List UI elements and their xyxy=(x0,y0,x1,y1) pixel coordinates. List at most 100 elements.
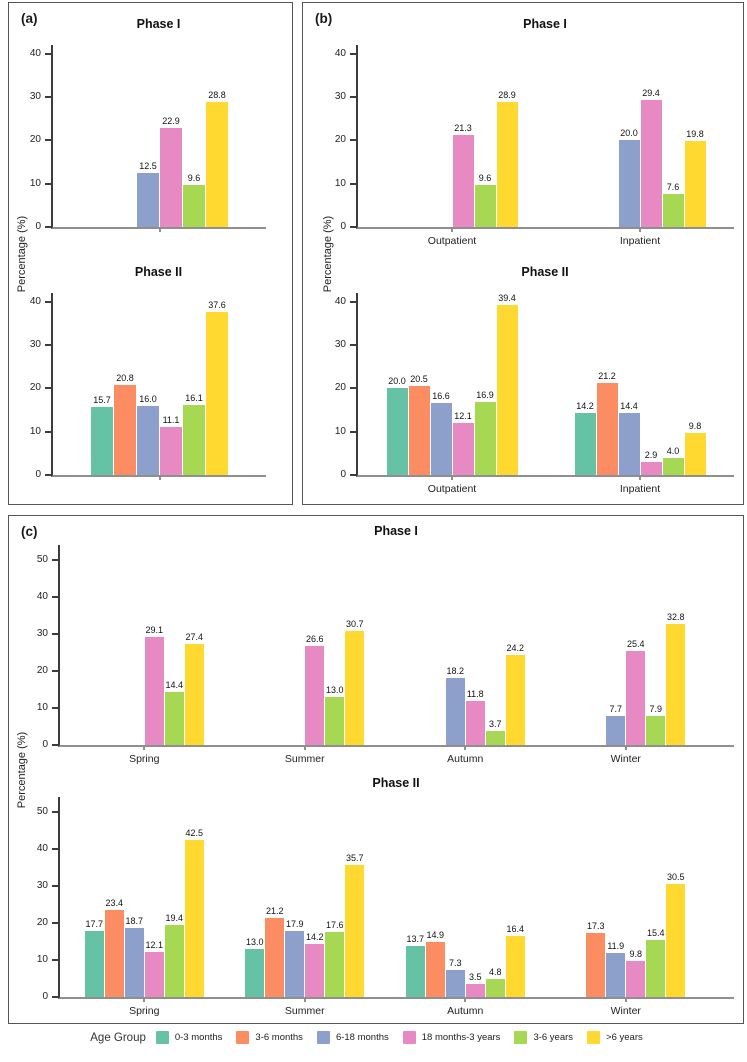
x-tick xyxy=(639,475,641,480)
bar-group-inpatient: 14.2 21.2 14.4 2.9 4.0 9.8 Inpatient xyxy=(546,293,734,495)
x-tick xyxy=(143,997,146,1002)
y-tick-label: 20 xyxy=(334,134,346,146)
panel-b: (b) Percentage (%) Phase I 0 10 20 30 40 21.3 9… xyxy=(302,2,744,505)
panel-a: (a) Percentage (%) Phase I 0 10 20 30 40 12.5 2… xyxy=(8,2,293,505)
x-category-label: Inpatient xyxy=(619,483,661,495)
y-tick-label: 10 xyxy=(334,177,346,189)
bar-value-label: 39.4 xyxy=(498,293,516,303)
legend-item-label: 18 months-3 years xyxy=(421,1032,501,1043)
y-tick-label: 30 xyxy=(29,91,41,102)
bar-slot-6-years: 32.8 xyxy=(666,545,686,745)
bar-value-label: 17.3 xyxy=(586,920,605,931)
bar-slot-6-years: 28.9 xyxy=(496,45,518,227)
bar-value-label: 14.9 xyxy=(426,929,445,940)
bar-0-3-months xyxy=(245,948,265,997)
bar-18-months-3-years xyxy=(452,134,474,227)
y-tick-label: 10 xyxy=(29,425,41,437)
bar-slot-3-6-years: 16.1 xyxy=(183,293,206,475)
bar-slot-6-years: 27.4 xyxy=(184,545,204,745)
bar-slot-3-6-years: 4.8 xyxy=(485,797,505,997)
y-tick-label: 40 xyxy=(29,295,41,307)
bar-3-6-months xyxy=(425,941,445,997)
chart-title-a-phase-ii: Phase II xyxy=(134,265,183,279)
bar-value-label: 17.6 xyxy=(325,919,344,930)
bar-slot-6-18-months: 18.2 xyxy=(445,545,465,745)
bar-18-months-3-years xyxy=(144,952,164,997)
bar-value-label: 17.9 xyxy=(285,918,304,929)
y-tick-label: 30 xyxy=(36,879,48,891)
bar-slot-3-6-years: 7.6 xyxy=(662,45,684,227)
bar-6-18-months xyxy=(606,716,626,745)
x-category-label: Spring xyxy=(129,1005,160,1017)
y-tick xyxy=(52,958,58,961)
bar-value-label: 21.3 xyxy=(454,122,472,133)
bar-group-winter: 7.7 25.4 7.9 32.8 Winter xyxy=(546,545,707,765)
y-tick xyxy=(45,387,51,390)
y-tick-label: 20 xyxy=(36,664,48,676)
bar-value-label: 30.5 xyxy=(666,872,685,883)
bar-slot-0-3-months: 14.2 xyxy=(574,293,596,475)
bar-slot-6-18-months: 14.4 xyxy=(618,293,640,475)
bar-6-18-months xyxy=(124,927,144,997)
x-category-label: Outpatient xyxy=(427,235,477,247)
bar-value-label: 24.2 xyxy=(506,643,525,654)
bar-value-label: 9.8 xyxy=(629,948,642,959)
bar-3-6-years xyxy=(164,691,184,745)
bar-group-summer: 13.0 21.2 17.9 14.2 17.6 35.7 Summer xyxy=(225,797,386,1017)
panel-b-label: (b) xyxy=(315,11,333,26)
bar-slot-6-18-months: 18.7 xyxy=(124,797,144,997)
legend-item-3-6-years: 3-6 years xyxy=(514,1031,573,1044)
legend-swatch-3-6-months xyxy=(236,1031,250,1044)
bar-6-years xyxy=(684,432,706,475)
bar-6-years xyxy=(496,101,518,227)
bar-value-label: 27.4 xyxy=(185,631,204,642)
bar-value-label: 20.5 xyxy=(410,374,428,385)
x-tick xyxy=(639,227,641,232)
bar-3-6-years xyxy=(183,185,205,227)
bar-3-6-years xyxy=(485,731,505,745)
bar-value-label: 18.2 xyxy=(446,665,465,676)
bar-3-6-years xyxy=(325,696,345,745)
legend-item-label: 0-3 months xyxy=(174,1032,223,1043)
legend-items: 0-3 months 3-6 months 6-18 months 18 months… xyxy=(155,1031,657,1044)
bar-slot-6-18-months: 16.0 xyxy=(137,293,160,475)
bar-slot-0-3-months: 15.7 xyxy=(91,293,114,475)
bar-6-years xyxy=(505,655,525,745)
bar-3-6-months xyxy=(114,384,136,475)
x-tick xyxy=(464,997,467,1002)
bar-value-label: 21.2 xyxy=(598,371,616,382)
bar-value-label: 19.4 xyxy=(165,913,184,924)
bar-value-label: 29.4 xyxy=(642,87,660,98)
y-tick xyxy=(52,595,58,598)
bar-value-label: 14.4 xyxy=(165,679,184,690)
bar-slot-6-18-months xyxy=(430,45,452,227)
x-tick xyxy=(624,745,627,750)
legend-swatch-3-6-years xyxy=(514,1031,528,1044)
y-tick-label: 20 xyxy=(29,134,41,146)
x-category-label: Summer xyxy=(284,753,325,765)
bar-3-6-years xyxy=(485,979,505,997)
bar-18-months-3-years xyxy=(305,646,325,745)
bar-value-label: 3.5 xyxy=(468,972,482,983)
bar-3-6-months xyxy=(408,386,430,475)
plot-area: 0 10 20 30 40 20.0 20.5 16.6 12.1 16.9 39.4 Outpati… xyxy=(335,293,734,495)
legend-item-0-3-months: 0-3 months xyxy=(155,1031,223,1044)
bar-slot-18-months-3-years: 3.5 xyxy=(465,797,485,997)
bar-value-label: 15.4 xyxy=(646,927,665,938)
panel-c-y-axis-title: Percentage (%) xyxy=(16,731,28,808)
bar-value-label: 20.8 xyxy=(116,372,134,383)
bar-value-label: 28.9 xyxy=(498,89,516,100)
chart-b-phase1: Phase I 0 10 20 30 40 21.3 9.6 28.9 Outpatient 20.… xyxy=(303,5,743,253)
y-tick-label: 40 xyxy=(29,47,41,59)
y-tick xyxy=(350,344,356,346)
y-tick-label: 40 xyxy=(334,47,346,59)
plot-area: 0 10 20 30 40 12.5 22.9 9.6 28.8 xyxy=(30,45,266,232)
y-tick xyxy=(45,96,51,98)
bar-18-months-3-years xyxy=(305,944,325,997)
bar-groups: 15.7 20.8 16.0 11.1 16.1 37.6 xyxy=(53,293,266,480)
bar-value-label: 4.0 xyxy=(666,445,680,456)
bar-slot-6-years: 9.8 xyxy=(684,293,706,475)
y-tick-label: 10 xyxy=(36,953,48,965)
bar-slot-18-months-3-years: 26.6 xyxy=(305,545,325,745)
bar-18-months-3-years xyxy=(465,701,485,745)
